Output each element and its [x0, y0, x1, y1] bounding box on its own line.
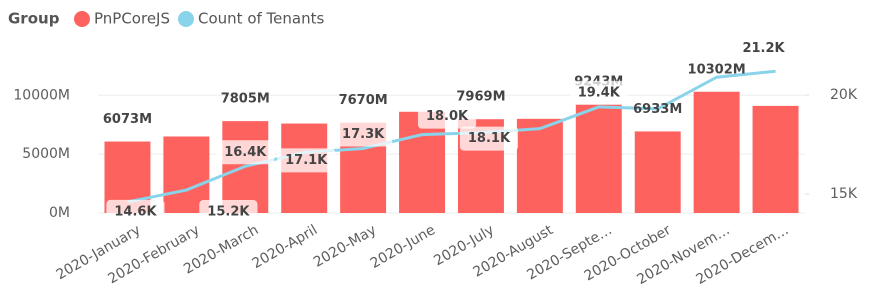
- bar: [516, 118, 563, 213]
- data-label: 10302M: [688, 62, 746, 77]
- data-label-text: 14.6K: [114, 204, 157, 219]
- data-label-text: 6933M: [633, 102, 682, 117]
- label-box: [199, 200, 258, 225]
- data-label: 6933M: [633, 102, 682, 117]
- y-tick-label: 10000M: [13, 87, 70, 103]
- label-box: [417, 104, 477, 129]
- bar: [163, 136, 210, 213]
- data-label-text: 17.3K: [342, 127, 385, 142]
- label-box: [277, 148, 336, 173]
- label-box: [334, 122, 393, 147]
- data-label: 18.1K: [459, 126, 519, 151]
- data-label: 7670M: [339, 93, 388, 108]
- label-box: [734, 36, 793, 61]
- data-label: 17.3K: [334, 122, 393, 147]
- data-label: 7805M: [221, 92, 270, 107]
- data-label-text: 19.4K: [578, 85, 621, 100]
- y2-tick-label: 15K: [830, 186, 858, 202]
- y-tick-label: 0M: [49, 205, 70, 221]
- data-label-text: 7670M: [339, 93, 388, 108]
- legend-title: Group: [8, 10, 60, 28]
- data-label: 15.2K: [199, 200, 258, 225]
- x-tick-label: 2020-May: [311, 222, 379, 271]
- label-box: [569, 80, 628, 105]
- x-tick-label: 2020-June: [368, 222, 438, 272]
- label-box: [106, 199, 165, 224]
- label-box: [216, 140, 275, 165]
- data-label: 18.0K: [417, 104, 477, 129]
- data-label-text: 10302M: [688, 62, 746, 77]
- data-label-text: 15.2K: [207, 205, 250, 220]
- label-box: [459, 126, 519, 151]
- data-label: 6073M: [103, 112, 152, 127]
- legend-label: PnPCoreJS: [94, 10, 170, 28]
- bar: [693, 91, 740, 213]
- y-tick-label: 5000M: [22, 146, 70, 162]
- data-label: 16.4K: [216, 140, 275, 165]
- y2-tick-label: 20K: [830, 87, 858, 103]
- data-label: 17.1K: [277, 148, 336, 173]
- data-label: 7969M: [456, 90, 505, 105]
- data-label-text: 16.4K: [224, 145, 267, 160]
- bar: [575, 104, 622, 213]
- data-label-text: 7969M: [456, 90, 505, 105]
- legend-label: Count of Tenants: [198, 10, 324, 28]
- data-label-text: 7805M: [221, 92, 270, 107]
- bar: [399, 111, 446, 213]
- data-label: 21.2K: [734, 36, 793, 61]
- data-label: 14.6K: [106, 199, 165, 224]
- data-label-text: 18.1K: [468, 131, 511, 146]
- legend-swatch: [74, 11, 90, 27]
- x-tick-label: 2020-April: [250, 222, 321, 272]
- bar: [752, 105, 799, 213]
- legend-swatch: [178, 11, 194, 27]
- data-label-text: 18.0K: [426, 109, 469, 124]
- data-label-text: 21.2K: [742, 41, 785, 56]
- data-label-text: 6073M: [103, 112, 152, 127]
- data-label: 19.4K: [569, 80, 628, 105]
- data-label-text: 17.1K: [285, 153, 328, 168]
- bar: [634, 131, 681, 213]
- line: [127, 69, 776, 204]
